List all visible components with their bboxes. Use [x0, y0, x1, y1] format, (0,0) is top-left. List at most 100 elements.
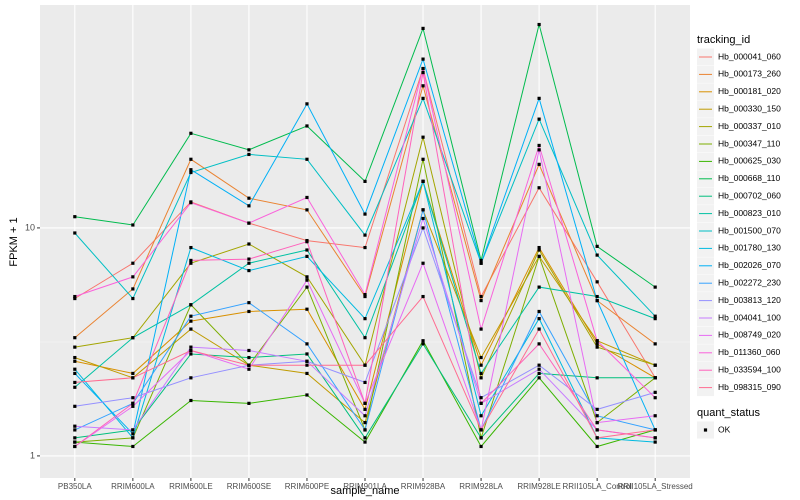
point	[363, 245, 367, 250]
point	[653, 390, 657, 394]
point	[305, 307, 309, 311]
point	[363, 420, 367, 425]
point	[363, 380, 367, 385]
point	[537, 342, 541, 346]
point	[421, 70, 425, 75]
point	[537, 309, 541, 314]
point	[247, 204, 251, 208]
point	[363, 317, 367, 321]
x-tick-label: PB350LA	[58, 482, 92, 491]
point	[595, 444, 599, 449]
point	[73, 367, 77, 371]
point	[247, 257, 251, 261]
legend-label: Hb_000668_110	[718, 173, 781, 183]
point	[247, 196, 251, 200]
point	[131, 444, 135, 449]
point	[421, 208, 425, 212]
point	[189, 170, 193, 175]
point	[595, 342, 599, 346]
point	[595, 244, 599, 248]
point	[479, 428, 483, 432]
y-tick-label: 10	[25, 222, 35, 232]
point	[595, 407, 599, 411]
point	[247, 355, 251, 360]
point	[131, 287, 135, 291]
point	[421, 226, 425, 230]
point	[305, 208, 309, 212]
point	[537, 363, 541, 367]
point	[73, 404, 77, 408]
point	[479, 401, 483, 405]
point	[363, 414, 367, 418]
point	[247, 348, 251, 353]
legend-label: Hb_004041_100	[718, 312, 781, 322]
point	[189, 131, 193, 135]
legend-point	[703, 428, 708, 432]
point	[73, 444, 77, 449]
legend-label: Hb_000347_110	[718, 138, 781, 148]
point	[653, 414, 657, 418]
point	[363, 428, 367, 432]
point	[73, 336, 77, 340]
point	[537, 96, 541, 100]
point	[595, 345, 599, 349]
point	[479, 363, 483, 367]
point	[189, 201, 193, 205]
point	[537, 143, 541, 148]
legend-label: Hb_000337_010	[718, 121, 781, 131]
point	[653, 317, 657, 321]
legend-label: Hb_008749_020	[718, 330, 781, 340]
legend-label: Hb_002272_230	[718, 277, 781, 287]
point	[247, 221, 251, 225]
point	[537, 367, 541, 371]
point	[363, 233, 367, 237]
x-tick-label: RRIM600LE	[169, 482, 213, 491]
point	[189, 319, 193, 323]
legend-label: Hb_001500_070	[718, 225, 781, 235]
point	[479, 376, 483, 380]
point	[421, 157, 425, 161]
point	[247, 401, 251, 405]
point	[131, 401, 135, 405]
point	[653, 428, 657, 432]
point	[189, 157, 193, 161]
point	[421, 216, 425, 221]
point	[73, 424, 77, 428]
point	[305, 195, 309, 200]
point	[537, 285, 541, 289]
point	[189, 348, 193, 353]
point	[421, 342, 425, 346]
point	[479, 444, 483, 449]
point	[537, 248, 541, 252]
point	[73, 359, 77, 363]
point	[189, 398, 193, 403]
point	[131, 428, 135, 432]
point	[189, 376, 193, 380]
point	[247, 152, 251, 157]
x-tick-label: RRII105LA_Control	[562, 482, 632, 491]
point	[421, 294, 425, 299]
point	[537, 317, 541, 321]
point	[363, 336, 367, 340]
legend-label: Hb_000625_030	[718, 156, 781, 166]
point	[653, 376, 657, 380]
point	[653, 314, 657, 318]
point	[189, 245, 193, 250]
point	[131, 396, 135, 400]
point	[247, 261, 251, 265]
point	[479, 258, 483, 263]
x-tick-label: RRII105LA_Stressed	[618, 482, 693, 491]
point	[363, 179, 367, 183]
point	[595, 280, 599, 284]
point	[247, 148, 251, 152]
point	[537, 327, 541, 331]
point	[363, 363, 367, 367]
point	[479, 414, 483, 418]
point	[421, 84, 425, 88]
point	[595, 339, 599, 343]
point	[595, 420, 599, 425]
point	[363, 294, 367, 299]
point	[363, 407, 367, 411]
point	[537, 148, 541, 152]
